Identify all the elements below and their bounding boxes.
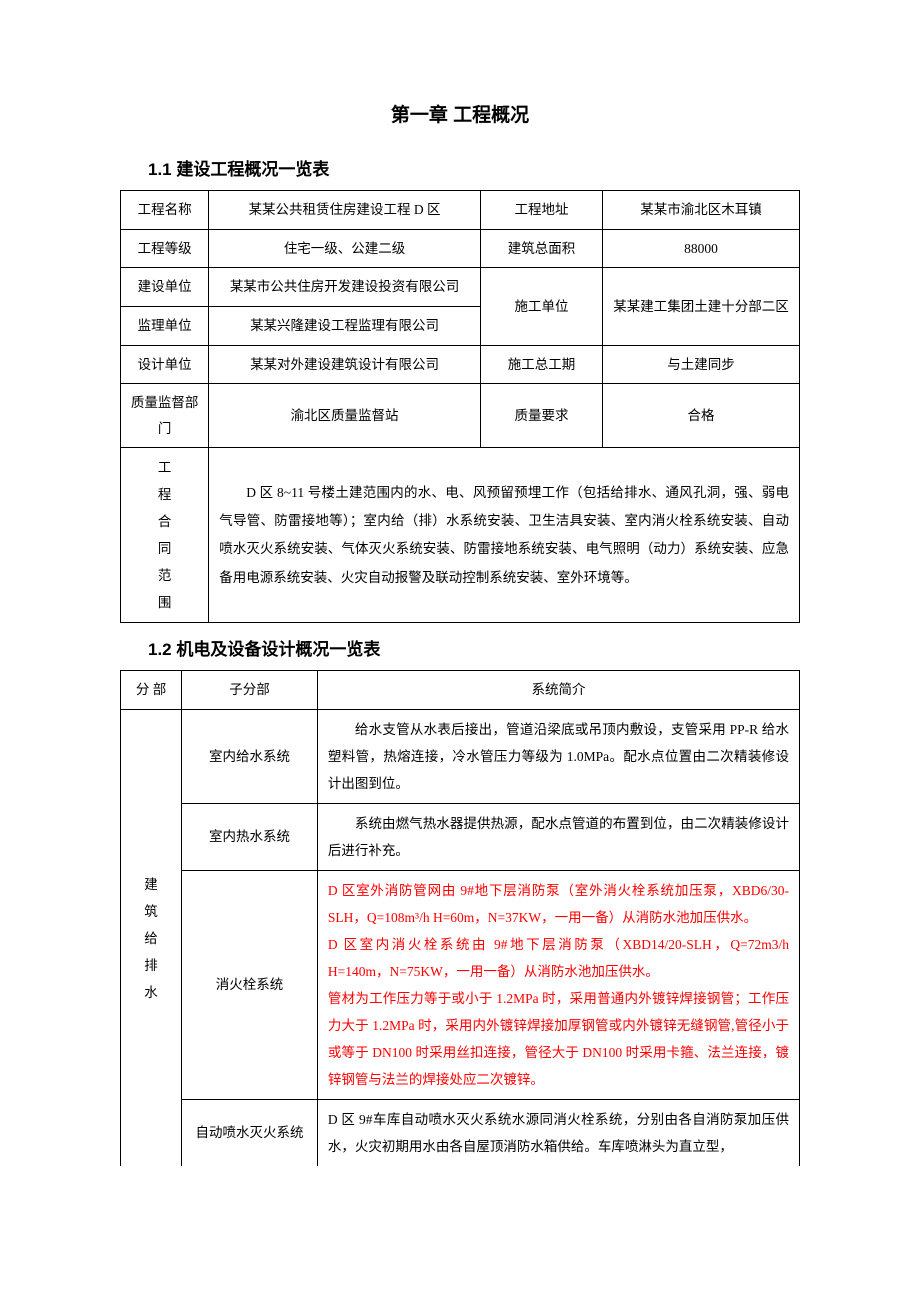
cat-char: 排	[144, 958, 158, 973]
desc-indoor-water-supply: 给水支管从水表后接出，管道沿梁底或吊顶内敷设，支管采用 PP-R 给水塑料管，热…	[317, 710, 799, 804]
value-contract-scope: D 区 8~11 号楼土建范围内的水、电、风预留预埋工作（包括给排水、通风孔洞，…	[209, 448, 800, 623]
value-quality-dept: 渝北区质量监督站	[209, 384, 481, 448]
division-building-plumbing: 建 筑 给 排 水	[121, 710, 182, 1167]
value-total-duration: 与土建同步	[603, 345, 800, 384]
table-row: 设计单位 某某对外建设建筑设计有限公司 施工总工期 与土建同步	[121, 345, 800, 384]
desc-auto-sprinkler: D 区 9#车库自动喷水灭火系统水源同消火栓系统，分别由各自消防泵加压供水，火灾…	[317, 1100, 799, 1167]
label-total-duration: 施工总工期	[480, 345, 602, 384]
label-design-unit: 设计单位	[121, 345, 209, 384]
desc-fire-hydrant: D 区室外消防管网由 9#地下层消防泵（室外消火栓系统加压泵，XBD6/30-S…	[317, 871, 799, 1100]
sub-fire-hydrant: 消火栓系统	[182, 871, 318, 1100]
table-header-row: 分 部 子分部 系统简介	[121, 671, 800, 710]
mep-design-table: 分 部 子分部 系统简介 建 筑 给 排 水 室内给水系统 给水支管从水表后接出…	[120, 670, 800, 1166]
scope-char: 范	[158, 568, 172, 583]
table-row: 建设单位 某某市公共住房开发建设投资有限公司 施工单位 某某建工集团土建十分部二…	[121, 268, 800, 307]
value-construction-unit: 某某建工集团土建十分部二区	[603, 268, 800, 345]
table-row: 质量监督部门 渝北区质量监督站 质量要求 合格	[121, 384, 800, 448]
label-project-address: 工程地址	[480, 191, 602, 230]
fire-p2: D 区室内消火栓系统由 9#地下层消防泵（XBD14/20-SLH，Q=72m3…	[328, 931, 789, 985]
value-supervision-unit: 某某兴隆建设工程监理有限公司	[209, 306, 481, 345]
fire-p3: 管材为工作压力等于或小于 1.2MPa 时，采用普通内外镀锌焊接钢管；工作压力大…	[328, 985, 789, 1093]
desc-indoor-hot-water: 系统由燃气热水器提供热源，配水点管道的布置到位，由二次精装修设计后进行补充。	[317, 804, 799, 871]
chapter-title: 第一章 工程概况	[120, 100, 800, 127]
table-row: 室内热水系统 系统由燃气热水器提供热源，配水点管道的布置到位，由二次精装修设计后…	[121, 804, 800, 871]
value-design-unit: 某某对外建设建筑设计有限公司	[209, 345, 481, 384]
label-total-area: 建筑总面积	[480, 229, 602, 268]
sub-indoor-hot-water: 室内热水系统	[182, 804, 318, 871]
sub-indoor-water-supply: 室内给水系统	[182, 710, 318, 804]
cat-char: 水	[144, 985, 158, 1000]
table-row: 自动喷水灭火系统 D 区 9#车库自动喷水灭火系统水源同消火栓系统，分别由各自消…	[121, 1100, 800, 1167]
table-row: 工 程 合 同 范 围 D 区 8~11 号楼土建范围内的水、电、风预留预埋工作…	[121, 448, 800, 623]
col-system-intro: 系统简介	[317, 671, 799, 710]
label-project-grade: 工程等级	[121, 229, 209, 268]
value-project-address: 某某市渝北区木耳镇	[603, 191, 800, 230]
cat-char: 筑	[144, 904, 158, 919]
table-row: 建 筑 给 排 水 室内给水系统 给水支管从水表后接出，管道沿梁底或吊顶内敷设，…	[121, 710, 800, 804]
table-row: 工程名称 某某公共租赁住房建设工程 D 区 工程地址 某某市渝北区木耳镇	[121, 191, 800, 230]
value-quality-req: 合格	[603, 384, 800, 448]
value-build-unit: 某某市公共住房开发建设投资有限公司	[209, 268, 481, 307]
value-project-grade: 住宅一级、公建二级	[209, 229, 481, 268]
label-build-unit: 建设单位	[121, 268, 209, 307]
label-supervision-unit: 监理单位	[121, 306, 209, 345]
cat-char: 建	[144, 877, 158, 892]
label-quality-dept: 质量监督部门	[121, 384, 209, 448]
scope-char: 围	[158, 595, 172, 610]
fire-p1: D 区室外消防管网由 9#地下层消防泵（室外消火栓系统加压泵，XBD6/30-S…	[328, 877, 789, 931]
table-row: 消火栓系统 D 区室外消防管网由 9#地下层消防泵（室外消火栓系统加压泵，XBD…	[121, 871, 800, 1100]
value-project-name: 某某公共租赁住房建设工程 D 区	[209, 191, 481, 230]
project-overview-table: 工程名称 某某公共租赁住房建设工程 D 区 工程地址 某某市渝北区木耳镇 工程等…	[120, 190, 800, 623]
label-construction-unit: 施工单位	[480, 268, 602, 345]
label-quality-req: 质量要求	[480, 384, 602, 448]
col-division: 分 部	[121, 671, 182, 710]
section-1-title: 1.1 建设工程概况一览表	[148, 155, 800, 180]
scope-char: 程	[158, 487, 172, 502]
section-2-title: 1.2 机电及设备设计概况一览表	[148, 635, 800, 660]
cat-char: 给	[144, 931, 158, 946]
scope-char: 合	[158, 514, 172, 529]
scope-char: 同	[158, 541, 172, 556]
value-total-area: 88000	[603, 229, 800, 268]
scope-char: 工	[158, 460, 172, 475]
sub-auto-sprinkler: 自动喷水灭火系统	[182, 1100, 318, 1167]
col-subdivision: 子分部	[182, 671, 318, 710]
label-contract-scope: 工 程 合 同 范 围	[121, 448, 209, 623]
label-project-name: 工程名称	[121, 191, 209, 230]
table-row: 工程等级 住宅一级、公建二级 建筑总面积 88000	[121, 229, 800, 268]
